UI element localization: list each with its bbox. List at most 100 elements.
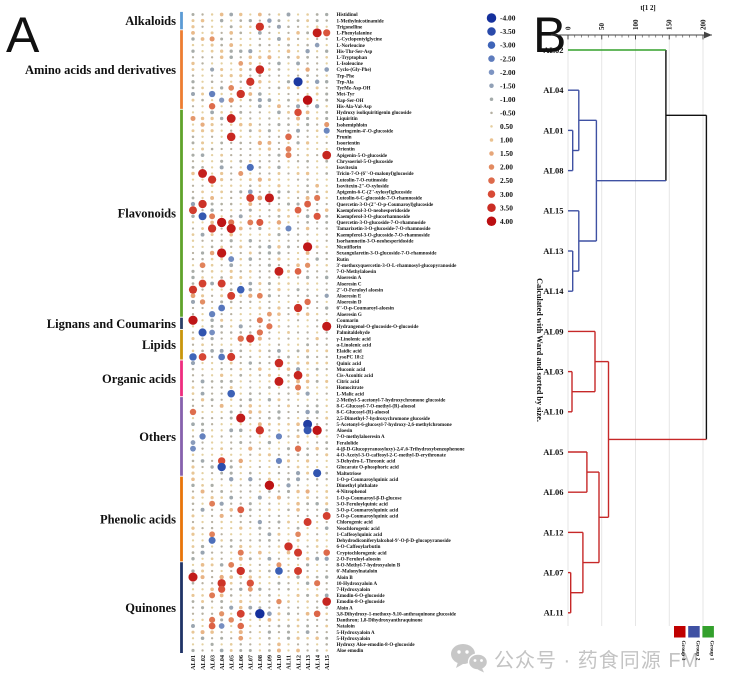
bubble: [226, 114, 236, 123]
bubble: [258, 624, 261, 628]
bubble: [219, 18, 224, 23]
bubble: [239, 166, 242, 169]
metabolite-label: Coumarin: [337, 319, 359, 324]
bubble: [316, 423, 319, 426]
bubble: [230, 312, 233, 316]
bubble: [239, 563, 242, 566]
sample-label: AL13: [305, 655, 312, 670]
bubble: [324, 80, 329, 84]
bubble: [249, 215, 252, 218]
panel-a-title: A: [6, 7, 40, 63]
bubble: [239, 257, 243, 261]
bubble: [239, 178, 242, 181]
bubble: [191, 648, 195, 653]
bubble: [275, 567, 283, 575]
bubble: [201, 50, 204, 53]
bubble: [325, 416, 329, 420]
bubble: [305, 409, 310, 415]
bubble: [191, 343, 195, 346]
bubble: [296, 282, 300, 285]
bubble: [287, 160, 290, 163]
metabolite-label: 2''-O-Feruloyl aloesin: [337, 288, 384, 293]
bubble: [277, 630, 281, 634]
bubble: [230, 600, 233, 603]
bubble: [306, 527, 309, 530]
bubble: [316, 56, 319, 59]
bubble: [201, 569, 205, 573]
metabolite-label: Liquiritin: [337, 117, 358, 122]
bubble: [316, 239, 319, 242]
bubble: [296, 379, 300, 384]
bubble: [268, 62, 271, 65]
bubble: [316, 264, 319, 267]
bubble: [191, 56, 195, 59]
bubble: [210, 404, 214, 408]
bubble: [220, 367, 223, 371]
bubble: [210, 600, 214, 603]
bubble: [249, 343, 252, 346]
bubble: [191, 147, 195, 151]
bubble: [316, 331, 319, 334]
legend-value: -2.00: [500, 68, 516, 77]
bubble: [249, 74, 252, 77]
bubble: [258, 643, 262, 646]
bubble: [268, 288, 271, 291]
bubble: [210, 123, 214, 127]
sample-label: AL12: [295, 655, 302, 670]
bubble: [296, 538, 300, 542]
bubble: [201, 257, 204, 261]
bubble: [316, 251, 319, 255]
bubble: [306, 105, 309, 108]
bubble: [201, 166, 204, 169]
bubble: [287, 233, 290, 236]
metabolite-label: 5-Acetonyl-6-glucosyl-7-hydroxy-2,6-meth…: [337, 423, 453, 428]
bubble: [220, 233, 223, 236]
bubble: [296, 86, 300, 90]
metabolite-label: Dehydrodiconiferylalcohol-9'-O-β-D-gluco…: [337, 539, 452, 544]
bubble: [258, 526, 262, 530]
bubble: [294, 267, 302, 275]
bubble: [239, 251, 242, 255]
bubble: [191, 526, 195, 530]
bubble: [258, 416, 261, 420]
leaf-label: AL03: [543, 367, 563, 377]
bubble: [257, 495, 262, 500]
bubble: [325, 435, 328, 438]
metabolite-label: 4-O-Acetyl-3-O-caffeoyl-2-C-methyl-D-ery…: [337, 453, 447, 458]
bubble: [287, 245, 290, 249]
bubble: [277, 110, 281, 115]
bubble: [315, 190, 319, 194]
bubble: [316, 520, 319, 524]
bubble: [325, 227, 328, 230]
bubble: [210, 478, 214, 481]
metabolite-label: Cis-Aconitic acid: [337, 374, 374, 379]
bubble: [257, 336, 262, 341]
bubble: [210, 447, 214, 450]
bubble: [236, 609, 245, 618]
bubble: [220, 471, 224, 475]
bubble: [315, 361, 319, 365]
bubble: [255, 65, 265, 74]
bubble: [268, 435, 271, 438]
bubble: [248, 361, 253, 365]
bubble: [190, 445, 196, 452]
bubble: [220, 484, 223, 487]
bubble: [210, 276, 214, 279]
bubble: [268, 209, 271, 212]
legend-bubble: [487, 27, 496, 36]
bubble: [277, 68, 281, 71]
metabolite-label: Nap-Ser-OH: [337, 99, 364, 104]
bubble: [287, 172, 290, 175]
bubble: [210, 361, 214, 365]
bubble: [316, 276, 319, 279]
bubble: [249, 111, 252, 114]
bubble: [268, 349, 271, 353]
bubble: [287, 319, 290, 322]
bubble: [210, 649, 214, 652]
bubble: [286, 483, 291, 488]
bubble: [249, 643, 252, 646]
bubble: [220, 526, 223, 530]
bubble: [246, 579, 254, 587]
bubble: [220, 202, 223, 206]
bubble: [239, 98, 242, 102]
